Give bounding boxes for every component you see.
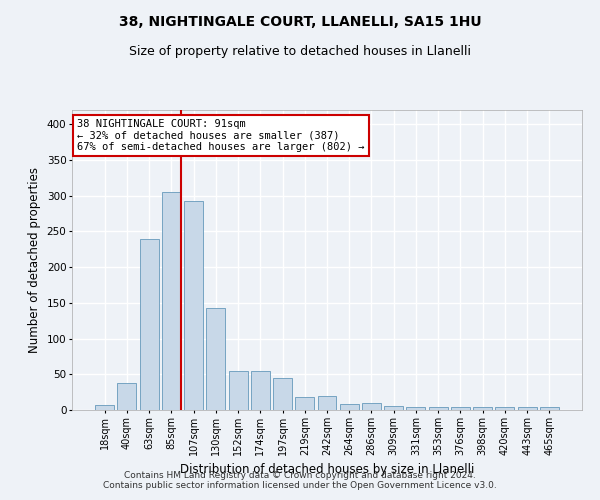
Bar [184, 202, 203, 410]
Bar [406, 407, 425, 410]
Bar [473, 407, 492, 410]
Text: Size of property relative to detached houses in Llanelli: Size of property relative to detached ho… [129, 45, 471, 58]
Bar [162, 192, 181, 410]
Text: Contains HM Land Registry data © Crown copyright and database right 2024.
Contai: Contains HM Land Registry data © Crown c… [103, 470, 497, 490]
Bar [362, 403, 381, 410]
Bar [251, 370, 270, 410]
X-axis label: Distribution of detached houses by size in Llanelli: Distribution of detached houses by size … [180, 464, 474, 476]
Bar [295, 397, 314, 410]
Bar [95, 405, 114, 410]
Bar [518, 407, 536, 410]
Bar [273, 378, 292, 410]
Bar [496, 407, 514, 410]
Bar [206, 308, 225, 410]
Bar [229, 370, 248, 410]
Bar [384, 406, 403, 410]
Bar [451, 407, 470, 410]
Bar [540, 407, 559, 410]
Y-axis label: Number of detached properties: Number of detached properties [28, 167, 41, 353]
Bar [429, 407, 448, 410]
Bar [118, 383, 136, 410]
Bar [317, 396, 337, 410]
Text: 38 NIGHTINGALE COURT: 91sqm
← 32% of detached houses are smaller (387)
67% of se: 38 NIGHTINGALE COURT: 91sqm ← 32% of det… [77, 119, 365, 152]
Text: 38, NIGHTINGALE COURT, LLANELLI, SA15 1HU: 38, NIGHTINGALE COURT, LLANELLI, SA15 1H… [119, 15, 481, 29]
Bar [140, 238, 158, 410]
Bar [340, 404, 359, 410]
